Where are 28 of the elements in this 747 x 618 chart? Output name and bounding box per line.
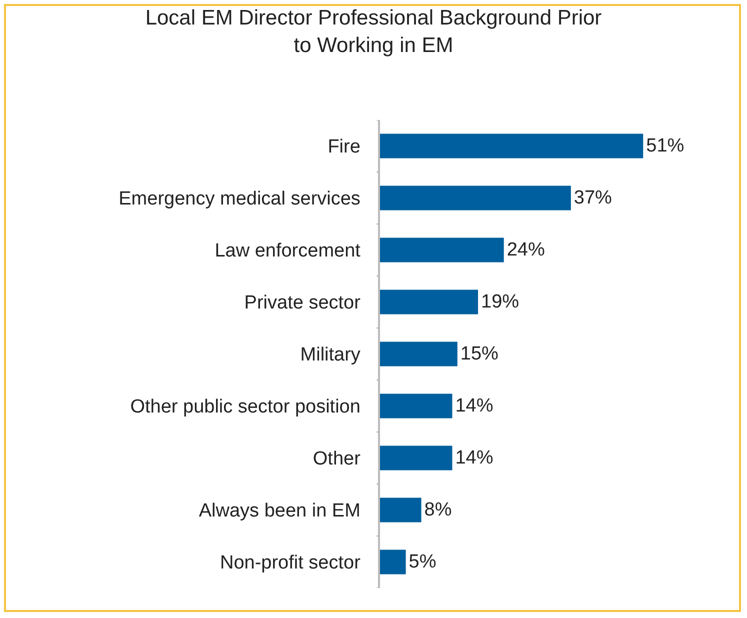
data-label: 15% [460,344,499,364]
data-label: 14% [455,448,494,468]
bar [380,446,452,470]
chart-title: Local EM Director Professional Background Prior to Working in EM [145,6,602,58]
data-label: 19% [481,292,520,312]
data-label: 8% [424,500,452,520]
data-label: 37% [574,188,612,208]
y-tick-label: Private sector [244,292,362,314]
y-tick-label: Military [300,344,361,366]
data-label: 5% [408,552,436,572]
bar [380,238,504,262]
y-tick-label: Non-profit sector [220,552,362,574]
y-tick-label: Fire [328,136,360,158]
bar [380,134,644,158]
y-tick-label: Emergency medical services [118,188,360,210]
bar [380,394,452,418]
bar [380,290,478,314]
y-tick-label: Other public sector position [130,396,360,418]
bar [380,186,571,210]
data-label: 24% [506,240,545,260]
y-tick-label: Other [312,448,362,470]
data-label: 14% [455,396,494,416]
data-label: 51% [646,136,684,156]
y-tick-label: Law enforcement [214,240,362,262]
bar [380,550,406,574]
bar [380,498,422,522]
y-tick-label: Always been in EM [198,500,360,522]
bar [380,342,458,366]
